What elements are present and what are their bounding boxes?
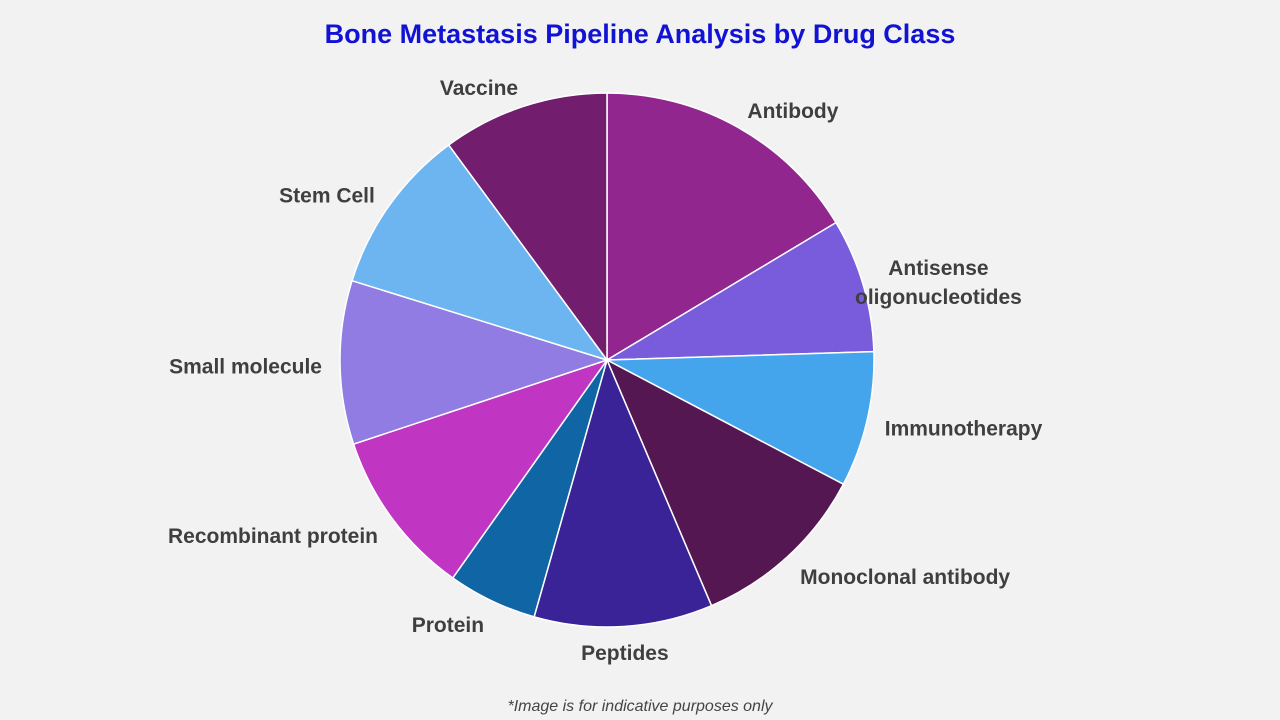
slice-label: Peptides xyxy=(581,642,669,665)
slice-label: Stem Cell xyxy=(279,184,375,207)
slice-label: Monoclonal antibody xyxy=(800,566,1010,589)
slice-label: Recombinant protein xyxy=(168,525,378,548)
pie-slice xyxy=(604,350,875,486)
pie-slice xyxy=(604,221,875,361)
slice-label: Protein xyxy=(412,614,484,637)
pie-slice xyxy=(352,358,609,580)
slice-label: Small molecule xyxy=(169,355,322,378)
slice-label: Antibody xyxy=(747,100,838,123)
pie-slice xyxy=(351,143,609,362)
chart-title: Bone Metastasis Pipeline Analysis by Dru… xyxy=(325,19,956,49)
pie-slice xyxy=(605,358,845,607)
slice-label: Immunotherapy xyxy=(885,418,1043,441)
slice-label: Vaccine xyxy=(440,77,518,100)
pie-slice xyxy=(339,279,610,446)
pie-slice xyxy=(533,357,713,628)
pie-slice xyxy=(606,92,837,362)
pie-slice xyxy=(447,92,608,363)
footnote: *Image is for indicative purposes only xyxy=(507,698,773,715)
slice-label: Antisense oligonucleotides xyxy=(855,257,1022,309)
